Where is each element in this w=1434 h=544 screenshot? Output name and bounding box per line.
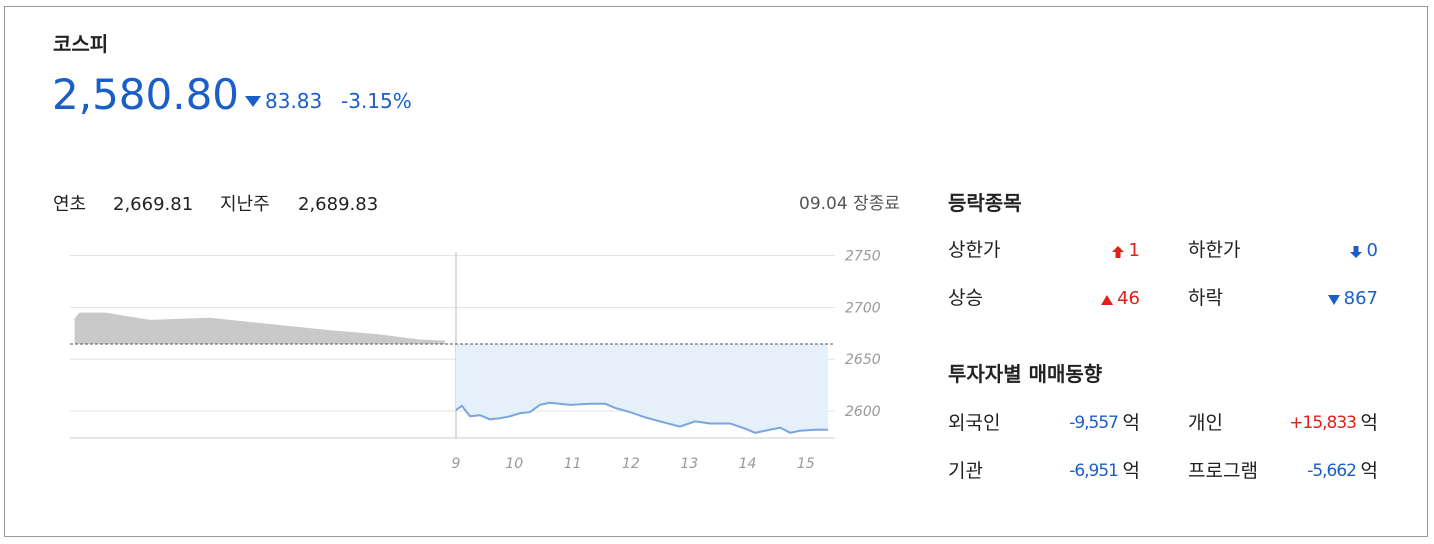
investor-label: 기관	[948, 460, 983, 482]
breadth-value: 0	[1366, 240, 1378, 261]
ytd-label: 연초	[53, 194, 87, 215]
investor-unit: 억	[1122, 460, 1140, 482]
breadth-value: 1	[1128, 240, 1140, 261]
investor-value: -6,951	[1069, 461, 1119, 481]
investor-value: +15,833	[1289, 413, 1357, 433]
arrow-icon	[1112, 246, 1124, 258]
arrow-icon	[1350, 246, 1362, 258]
index-price: 2,580.80	[52, 70, 240, 119]
x-tick-label: 11	[564, 456, 582, 472]
investor-unit: 억	[1360, 412, 1378, 434]
breadth-value: 46	[1117, 288, 1140, 309]
investors-title: 투자자별 매매동향	[948, 362, 1103, 386]
index-name: 코스피	[53, 32, 109, 56]
breadth-label: 상한가	[948, 239, 1001, 261]
y-tick-label: 2650	[845, 352, 881, 368]
lastweek-label: 지난주	[220, 194, 270, 215]
x-tick-label: 15	[797, 456, 815, 472]
index-change: 83.83	[265, 89, 323, 113]
index-change-pct: -3.15%	[341, 89, 412, 113]
investor-value: -5,662	[1307, 461, 1357, 481]
breadth-value: 867	[1343, 288, 1378, 309]
arrow-icon	[1101, 295, 1113, 305]
x-tick-label: 12	[622, 456, 640, 472]
lastweek-value: 2,689.83	[298, 194, 379, 215]
breadth-label: 하락	[1188, 287, 1223, 309]
market-status: 09.04 장종료	[799, 194, 900, 214]
x-tick-label: 14	[739, 456, 757, 472]
chart: 2750 2700 2650 2600 9 10 11 12 13 14 15	[70, 249, 881, 472]
investor-label: 외국인	[948, 412, 1001, 434]
y-tick-label: 2700	[845, 300, 881, 316]
investor-label: 개인	[1188, 412, 1223, 434]
investor-value: -9,557	[1069, 413, 1119, 433]
breadth-title: 등락종목	[948, 191, 1022, 215]
investor-unit: 억	[1122, 412, 1140, 434]
arrow-icon	[1328, 295, 1340, 305]
ytd-value: 2,669.81	[113, 194, 194, 215]
x-tick-label: 10	[505, 456, 523, 472]
price-line	[73, 312, 445, 343]
y-tick-label: 2750	[845, 249, 881, 265]
widget-frame	[4, 6, 1428, 537]
x-tick-label: 13	[680, 456, 698, 472]
down-icon	[245, 96, 261, 107]
price-line	[455, 401, 829, 434]
x-tick-label: 9	[452, 456, 461, 472]
y-tick-label: 2600	[845, 404, 881, 420]
area-fill	[455, 344, 829, 433]
investor-label: 프로그램	[1188, 460, 1258, 482]
investor-unit: 억	[1360, 460, 1378, 482]
breadth-label: 하한가	[1188, 239, 1241, 261]
breadth-label: 상승	[948, 287, 983, 309]
